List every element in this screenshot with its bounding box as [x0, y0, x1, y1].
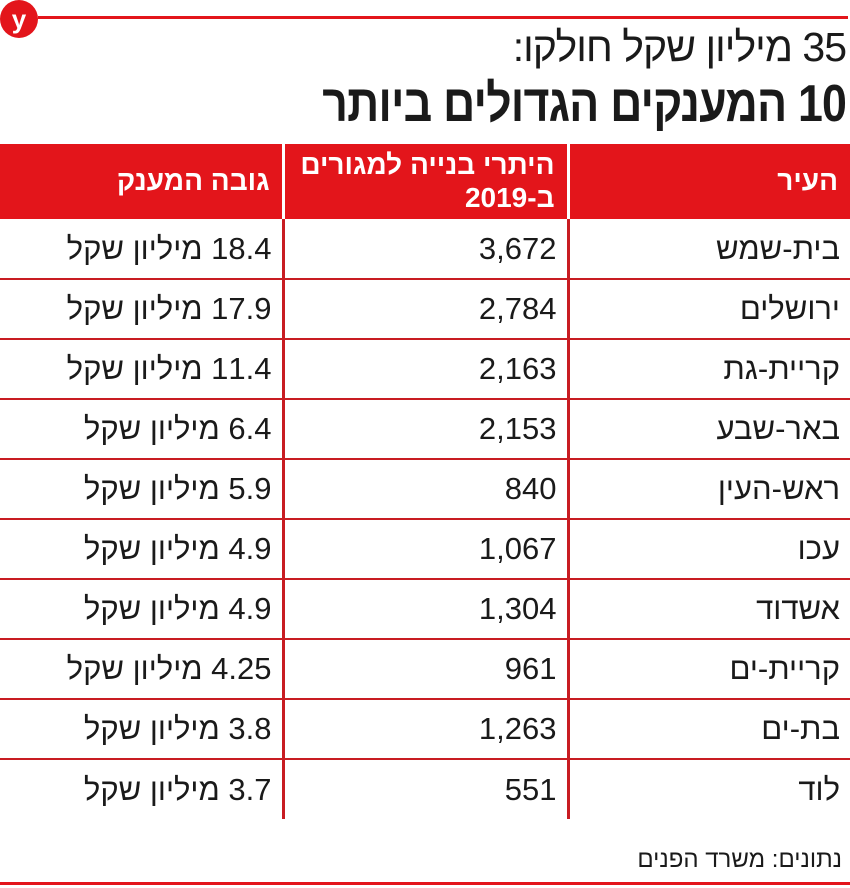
grant-cell: 6.4 מיליון שקל	[0, 399, 283, 460]
city-cell: ירושלים	[566, 279, 850, 340]
city-cell: לוד	[566, 759, 850, 819]
ynet-logo: y	[0, 0, 38, 38]
table-row: עכו 1,067 4.9 מיליון שקל	[0, 519, 850, 580]
permits-cell: 961	[281, 639, 568, 700]
city-cell: קריית-ים	[566, 639, 850, 700]
bottom-divider	[0, 882, 850, 885]
grant-cell: 4.9 מיליון שקל	[0, 519, 283, 580]
table-row: אשדוד 1,304 4.9 מיליון שקל	[0, 579, 850, 640]
chart-title: 10 המענקים הגדולים ביותר	[322, 75, 847, 133]
permits-cell: 1,304	[281, 579, 568, 640]
permits-cell: 1,263	[281, 699, 568, 760]
permits-cell: 551	[281, 759, 568, 819]
table-row: ראש-העין 840 5.9 מיליון שקל	[0, 459, 850, 520]
table-row: בת-ים 1,263 3.8 מיליון שקל	[0, 699, 850, 760]
city-cell: אשדוד	[566, 579, 850, 640]
city-cell: בית-שמש	[566, 219, 850, 280]
permits-cell: 3,672	[281, 219, 568, 280]
grant-cell: 17.9 מיליון שקל	[0, 279, 283, 340]
table-row: לוד 551 3.7 מיליון שקל	[0, 759, 850, 819]
column-header-city: העיר	[566, 144, 850, 219]
permits-cell: 2,153	[281, 399, 568, 460]
table-row: בית-שמש 3,672 18.4 מיליון שקל	[0, 219, 850, 280]
city-cell: בת-ים	[566, 699, 850, 760]
permits-cell: 1,067	[281, 519, 568, 580]
source-note: נתונים: משרד הפנים	[637, 846, 842, 873]
grant-cell: 5.9 מיליון שקל	[0, 459, 283, 520]
permits-cell: 2,163	[281, 339, 568, 400]
city-cell: באר-שבע	[566, 399, 850, 460]
grant-cell: 4.9 מיליון שקל	[0, 579, 283, 640]
city-cell: ראש-העין	[566, 459, 850, 520]
table-row: באר-שבע 2,153 6.4 מיליון שקל	[0, 399, 850, 460]
column-header-grant: גובה המענק	[116, 165, 270, 197]
city-cell: קריית-גת	[566, 339, 850, 400]
column-header-permits: היתרי בנייה למגורים ב-2019	[281, 144, 568, 219]
permits-cell: 2,784	[281, 279, 568, 340]
permits-cell: 840	[281, 459, 568, 520]
chart-subtitle: 35 מיליון שקל חולקו:	[512, 24, 847, 70]
table-body: בית-שמש 3,672 18.4 מיליון שקל ירושלים 2,784 1…	[0, 219, 850, 819]
table-row: קריית-ים 961 4.25 מיליון שקל	[0, 639, 850, 700]
grant-cell: 18.4 מיליון שקל	[0, 219, 283, 280]
table-row: ירושלים 2,784 17.9 מיליון שקל	[0, 279, 850, 340]
city-cell: עכו	[566, 519, 850, 580]
grants-table: העיר היתרי בנייה למגורים ב-2019 גובה המע…	[0, 144, 850, 819]
table-header-row: העיר היתרי בנייה למגורים ב-2019 גובה המע…	[0, 144, 850, 219]
table-row: קריית-גת 2,163 11.4 מיליון שקל	[0, 339, 850, 400]
grant-cell: 3.8 מיליון שקל	[0, 699, 283, 760]
grant-cell: 4.25 מיליון שקל	[0, 639, 283, 700]
grant-cell: 11.4 מיליון שקל	[0, 339, 283, 400]
grant-cell: 3.7 מיליון שקל	[83, 771, 272, 807]
top-divider	[38, 16, 848, 19]
